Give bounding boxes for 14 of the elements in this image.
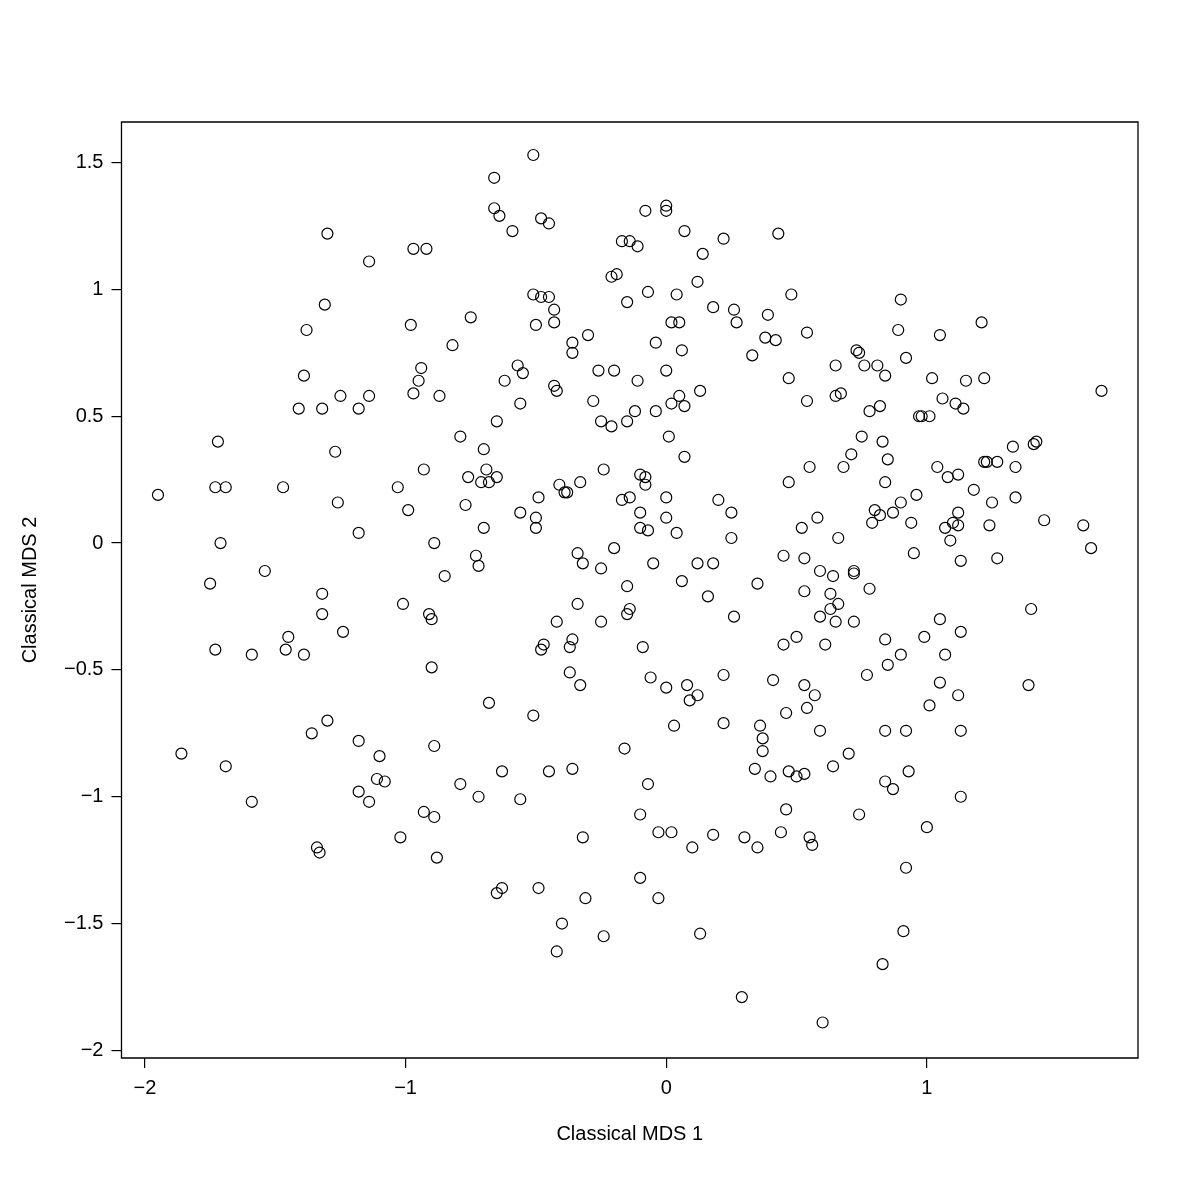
x-tick-label: 0	[660, 1075, 672, 1098]
y-tick-label: 1.5	[75, 150, 104, 173]
x-axis-title: Classical MDS 1	[556, 1121, 704, 1144]
y-axis-title: Classical MDS 2	[17, 516, 40, 664]
y-tick-label: −2	[80, 1037, 104, 1060]
y-tick-label: 0.5	[75, 403, 104, 426]
y-tick-label: 0	[92, 530, 104, 553]
y-tick-label: 1	[92, 276, 104, 299]
y-tick-label: −0.5	[64, 657, 104, 680]
y-tick-label: −1	[80, 784, 104, 807]
x-tick-label: −1	[394, 1075, 417, 1098]
x-tick-label: 1	[921, 1075, 933, 1098]
x-tick-label: −2	[133, 1075, 157, 1098]
y-tick-label: −1.5	[64, 911, 104, 934]
